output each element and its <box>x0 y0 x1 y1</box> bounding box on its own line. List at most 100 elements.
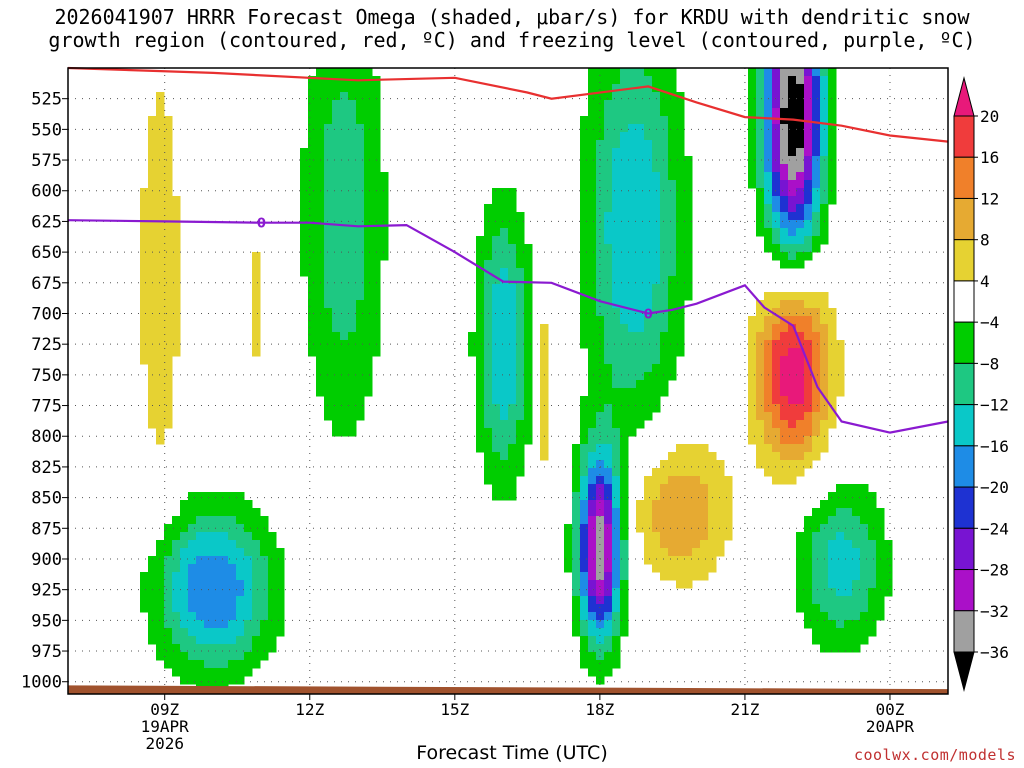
omega-cell <box>604 540 613 549</box>
omega-cell <box>220 612 229 621</box>
omega-cell <box>604 196 613 205</box>
omega-cell <box>228 516 237 525</box>
omega-cell <box>636 276 645 285</box>
omega-cell <box>348 332 357 341</box>
omega-cell <box>356 380 365 389</box>
omega-cell <box>188 620 197 629</box>
colorbar-bottom-arrow <box>953 651 975 692</box>
omega-cell <box>764 100 773 109</box>
omega-cell <box>204 596 213 605</box>
omega-cell <box>796 452 805 461</box>
omega-cell <box>340 420 349 429</box>
omega-cell <box>620 172 629 181</box>
omega-cell <box>236 612 245 621</box>
omega-cell <box>612 236 621 245</box>
omega-cell <box>860 548 869 557</box>
omega-cell <box>188 588 197 597</box>
omega-cell <box>500 348 509 357</box>
omega-cell <box>812 324 821 333</box>
omega-cell <box>236 540 245 549</box>
omega-cell <box>788 444 797 453</box>
omega-cell <box>268 636 277 645</box>
omega-cell <box>364 372 373 381</box>
omega-cell <box>628 132 637 141</box>
omega-cell <box>796 564 805 573</box>
omega-cell <box>140 356 149 365</box>
omega-cell <box>164 620 173 629</box>
omega-cell <box>148 572 157 581</box>
omega-cell <box>604 140 613 149</box>
omega-cell <box>652 172 661 181</box>
omega-cell <box>156 228 165 237</box>
omega-cell <box>596 420 605 429</box>
omega-cell <box>684 188 693 197</box>
omega-cell <box>684 572 693 581</box>
omega-cell <box>604 644 613 653</box>
omega-cell <box>636 316 645 325</box>
omega-cell <box>748 164 757 173</box>
omega-cell <box>164 580 173 589</box>
omega-cell <box>588 612 597 621</box>
omega-cell <box>852 500 861 509</box>
omega-cell <box>164 380 173 389</box>
omega-cell <box>572 460 581 469</box>
omega-cell <box>476 308 485 317</box>
omega-cell <box>244 516 253 525</box>
omega-cell <box>156 556 165 565</box>
omega-cell <box>796 108 805 117</box>
omega-cell <box>652 276 661 285</box>
omega-cell <box>244 508 253 517</box>
omega-cell <box>468 348 477 357</box>
omega-cell <box>604 228 613 237</box>
omega-cell <box>348 292 357 301</box>
omega-cell <box>772 412 781 421</box>
omega-cell <box>156 324 165 333</box>
omega-cell <box>484 260 493 269</box>
omega-cell <box>852 508 861 517</box>
omega-cell <box>596 140 605 149</box>
omega-cell <box>676 348 685 357</box>
omega-cell <box>476 444 485 453</box>
omega-cell <box>612 628 621 637</box>
omega-cell <box>492 348 501 357</box>
omega-cell <box>604 444 613 453</box>
omega-cell <box>596 396 605 405</box>
omega-cell <box>596 244 605 253</box>
omega-cell <box>196 604 205 613</box>
omega-cell <box>596 100 605 109</box>
omega-cell <box>684 292 693 301</box>
omega-cell <box>668 172 677 181</box>
omega-cell <box>364 284 373 293</box>
omega-cell <box>652 68 661 77</box>
omega-cell <box>812 444 821 453</box>
omega-cell <box>756 356 765 365</box>
omega-cell <box>772 124 781 133</box>
omega-cell <box>804 380 813 389</box>
omega-cell <box>196 612 205 621</box>
omega-cell <box>372 92 381 101</box>
omega-cell <box>572 588 581 597</box>
omega-cell <box>172 316 181 325</box>
omega-cell <box>660 332 669 341</box>
omega-cell <box>596 268 605 277</box>
omega-cell <box>796 396 805 405</box>
omega-cell <box>492 260 501 269</box>
omega-cell <box>812 204 821 213</box>
omega-cell <box>492 276 501 285</box>
omega-cell <box>876 564 885 573</box>
omega-cell <box>500 316 509 325</box>
omega-cell <box>492 236 501 245</box>
omega-cell <box>676 140 685 149</box>
omega-cell <box>820 324 829 333</box>
omega-cell <box>604 588 613 597</box>
omega-cell <box>820 612 829 621</box>
omega-cell <box>668 252 677 261</box>
omega-cell <box>588 220 597 229</box>
omega-cell <box>596 236 605 245</box>
omega-cell <box>364 316 373 325</box>
omega-cell <box>348 140 357 149</box>
omega-cell <box>348 316 357 325</box>
omega-cell <box>860 540 869 549</box>
omega-cell <box>612 452 621 461</box>
freezing-level-label: 0 <box>644 307 653 322</box>
